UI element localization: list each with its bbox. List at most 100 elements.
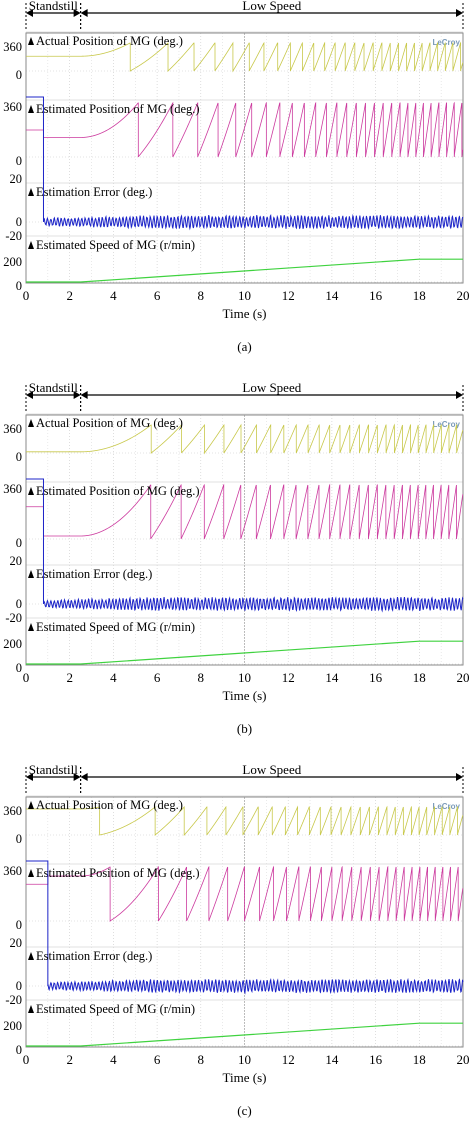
x-tick-label: 20 [457,670,470,685]
y-tick-label: 0 [16,597,22,611]
lecroy-logo: LeCroy [432,38,460,47]
y-tick-label: 20 [10,936,23,950]
axis-arrow-icon [28,952,34,960]
x-tick-label: 0 [23,670,30,685]
x-tick-label: 12 [282,1052,295,1067]
y-tick-label: 360 [3,100,22,114]
phase-annotations: Standstill Low Speed [25,762,464,793]
series-estimated-position [26,865,464,923]
x-axis: 0 2 4 6 8 10 12 14 16 18 20 Time (s) [23,288,470,321]
phase-arrow-head-right [73,391,81,399]
axis-arrow-icon [28,241,34,249]
phase-annotations: Standstill Low Speed [25,380,464,411]
panel-estimated-speed: Estimated Speed of MG (r/min) 200 0 [3,1002,463,1057]
phase-arrow-head-left [26,391,33,399]
figure-caption: (c) [237,1103,251,1118]
series-estimation-error [26,478,464,613]
plot-grid [25,413,464,666]
x-tick-label: 0 [23,288,30,303]
y-tick-label: 0 [16,279,22,293]
axis-arrow-icon [28,188,34,196]
plot-grid [25,31,464,284]
y-tick-label: 20 [10,554,23,568]
axis-arrow-icon [28,570,34,578]
phase-label-1: Low Speed [242,762,301,777]
lecroy-logo: LeCroy [432,802,460,811]
panel-title: Estimation Error (deg.) [36,185,152,199]
x-tick-label: 16 [369,670,383,685]
y-tick-label: 0 [16,979,22,993]
plot-frame [25,32,464,284]
y-tick-label: 360 [3,40,22,54]
x-tick-label: 14 [325,1052,339,1067]
phase-arrow-head-right [456,391,463,399]
x-tick-label: 16 [369,288,383,303]
plot-grid [25,795,464,1048]
x-axis-label: Time (s) [223,1070,267,1085]
figure-caption: (a) [237,339,251,354]
y-tick-label: 200 [3,1019,22,1033]
panel-actual-position: Actual Position of MG (deg.) 360 0 [3,798,464,846]
y-tick-label: 0 [16,450,22,464]
x-axis: 0 2 4 6 8 10 12 14 16 18 20 Time (s) [23,1052,470,1085]
axis-arrow-icon [28,623,34,631]
lecroy-logo: LeCroy [432,420,460,429]
panel-estimation-error: Estimation Error (deg.) 20 0-20 [5,96,464,243]
series-estimated-speed [26,1022,463,1047]
figure-2: LeCroy Standstill Low Speed Actual Position… [3,762,469,1118]
phase-arrow-head-left [80,391,88,399]
panel-actual-position: Actual Position of MG (deg.) 360 0 [3,416,464,464]
y-tick-label: -20 [5,229,22,243]
x-tick-label: 18 [413,288,426,303]
panel-title: Actual Position of MG (deg.) [36,416,183,430]
plot-frame [25,414,464,666]
axis-arrow-icon [28,487,34,495]
x-axis-label: Time (s) [223,306,267,321]
phase-arrow-head-left [26,9,33,17]
y-tick-label: 20 [10,172,23,186]
phase-label-1: Low Speed [242,380,301,395]
panel-title: Estimation Error (deg.) [36,567,152,581]
y-tick-label: 200 [3,637,22,651]
x-tick-label: 10 [238,670,251,685]
x-tick-label: 20 [457,288,470,303]
series-actual-position [26,423,464,455]
y-tick-label: 0 [16,536,22,550]
series-estimated-position [26,101,464,158]
y-tick-label: 0 [16,215,22,229]
panel-title: Actual Position of MG (deg.) [36,798,183,812]
series-actual-position [26,805,464,837]
x-tick-label: 12 [282,288,295,303]
axis-arrow-icon [28,869,34,877]
phase-label-0: Standstill [29,0,79,13]
x-tick-label: 4 [110,670,117,685]
phase-arrow-head-left [80,9,88,17]
y-tick-label: 360 [3,804,22,818]
y-tick-label: 0 [16,1043,22,1057]
phase-arrow-head-right [73,773,81,781]
phase-label-0: Standstill [29,762,79,777]
series-estimation-error [26,96,464,231]
x-tick-label: 6 [154,1052,161,1067]
x-tick-label: 4 [110,1052,117,1067]
panel-estimation-error: Estimation Error (deg.)200-20 [5,478,464,625]
panel-estimated-position: Estimated Position of MG (deg.) 360 0 [3,482,464,550]
panel-title: Estimated Speed of MG (r/min) [36,1002,195,1016]
x-tick-label: 4 [110,288,117,303]
phase-arrow-head-left [80,773,88,781]
panel-estimated-speed: Estimated Speed of MG (r/min) 200 0 [3,620,463,675]
phase-label-0: Standstill [29,380,79,395]
panel-estimated-position: Estimated Position of MG (deg.) 360 0 [3,864,464,932]
x-tick-label: 6 [154,670,161,685]
x-axis: 0 2 4 6 8 10 12 14 16 18 20 Time (s) [23,670,470,703]
figure-0: LeCroy Standstill Low Speed Actual Position… [3,0,469,354]
x-tick-label: 8 [198,288,205,303]
phase-annotations: Standstill Low Speed [25,0,464,29]
x-tick-label: 20 [457,1052,470,1067]
x-tick-label: 8 [198,670,205,685]
x-tick-label: 10 [238,288,251,303]
x-tick-label: 0 [23,1052,30,1067]
x-tick-label: 2 [66,1052,73,1067]
phase-label-1: Low Speed [242,0,301,13]
x-tick-label: 10 [238,1052,251,1067]
